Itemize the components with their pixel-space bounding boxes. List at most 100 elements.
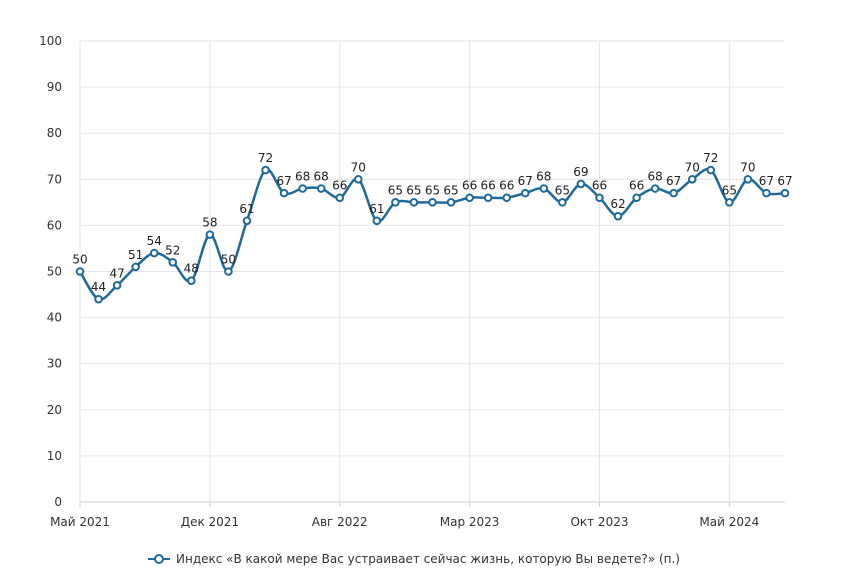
legend-label: Индекс «В какой мере Вас устраивает сейч…: [176, 552, 680, 566]
data-label: 67: [777, 174, 792, 188]
y-tick-label: 20: [47, 403, 62, 417]
legend-marker-icon: [148, 553, 170, 565]
data-point: [743, 175, 753, 184]
data-point: [372, 216, 382, 226]
data-point: [446, 198, 456, 207]
data-point: [261, 165, 270, 175]
data-point: [558, 198, 567, 207]
data-label: 66: [629, 179, 644, 193]
data-label: 72: [258, 151, 273, 165]
data-point: [242, 216, 252, 226]
data-label: 66: [462, 179, 477, 193]
data-point: [149, 248, 159, 258]
data-label: 68: [647, 170, 662, 184]
x-tick-label: Май 2021: [50, 515, 110, 529]
data-point: [762, 188, 771, 198]
data-label: 65: [555, 183, 570, 197]
x-tick-label: Авг 2022: [312, 515, 368, 529]
data-label: 68: [536, 170, 551, 184]
data-point: [725, 198, 734, 207]
data-point: [75, 267, 85, 276]
data-label: 69: [573, 165, 588, 179]
data-point: [669, 188, 678, 198]
data-point: [168, 257, 178, 267]
data-label: 50: [221, 253, 236, 267]
data-label: 67: [759, 174, 774, 188]
data-point: [335, 193, 345, 203]
legend[interactable]: Индекс «В какой мере Вас устраивает сейч…: [148, 552, 680, 566]
y-tick-label: 10: [47, 449, 62, 463]
data-label: 66: [332, 179, 347, 193]
data-point: [520, 188, 530, 198]
data-point: [391, 198, 400, 207]
data-label: 67: [276, 174, 291, 188]
y-tick-label: 50: [47, 265, 62, 279]
data-point: [650, 184, 660, 193]
data-point: [539, 184, 549, 193]
data-point: [316, 184, 326, 193]
x-tick-label: Май 2024: [699, 515, 759, 529]
y-tick-label: 90: [47, 80, 62, 94]
data-point: [409, 198, 419, 207]
data-label: 67: [666, 174, 681, 188]
data-point: [112, 281, 122, 290]
y-tick-label: 80: [47, 126, 62, 140]
data-label: 72: [703, 151, 718, 165]
data-point: [595, 193, 604, 203]
data-label: 70: [740, 160, 755, 174]
data-point: [613, 211, 623, 221]
data-label: 52: [165, 243, 180, 257]
data-point: [706, 165, 716, 175]
data-label: 47: [109, 266, 124, 280]
data-point: [279, 188, 289, 198]
data-point: [353, 175, 363, 184]
y-tick-label: 60: [47, 218, 62, 232]
data-label: 51: [128, 248, 143, 262]
data-label: 70: [351, 160, 366, 174]
x-tick-label: Мар 2023: [440, 515, 500, 529]
data-point: [687, 175, 697, 184]
data-point: [780, 188, 790, 198]
data-point: [187, 276, 196, 286]
data-label: 65: [406, 183, 421, 197]
data-label: 65: [388, 183, 403, 197]
data-label: 58: [202, 216, 217, 230]
data-label: 70: [685, 160, 700, 174]
data-label: 62: [610, 197, 625, 211]
data-label: 66: [499, 179, 514, 193]
y-tick-label: 100: [39, 34, 62, 48]
data-point: [428, 198, 437, 207]
data-label: 66: [481, 179, 496, 193]
data-label: 44: [91, 280, 106, 294]
data-label: 61: [369, 202, 384, 216]
data-point: [576, 179, 586, 189]
data-label: 68: [314, 170, 329, 184]
data-point: [483, 193, 493, 203]
data-point: [224, 267, 233, 276]
data-label: 54: [147, 234, 162, 248]
data-label: 61: [239, 202, 254, 216]
data-point: [205, 230, 215, 239]
data-point: [131, 262, 140, 272]
data-point: [502, 193, 512, 203]
y-tick-label: 40: [47, 311, 62, 325]
data-label: 68: [295, 170, 310, 184]
data-point: [465, 193, 474, 203]
data-label: 65: [722, 183, 737, 197]
x-tick-label: Окт 2023: [570, 515, 628, 529]
data-label: 50: [72, 253, 87, 267]
x-tick-label: Дек 2021: [181, 515, 239, 529]
data-label: 65: [425, 183, 440, 197]
data-point: [632, 193, 641, 203]
data-label: 66: [592, 179, 607, 193]
data-label: 65: [443, 183, 458, 197]
y-tick-label: 70: [47, 172, 62, 186]
data-point: [298, 184, 307, 193]
data-point: [94, 294, 103, 304]
data-label: 67: [518, 174, 533, 188]
data-label: 48: [184, 262, 199, 276]
y-tick-label: 30: [47, 357, 62, 371]
y-tick-label: 0: [54, 495, 62, 509]
